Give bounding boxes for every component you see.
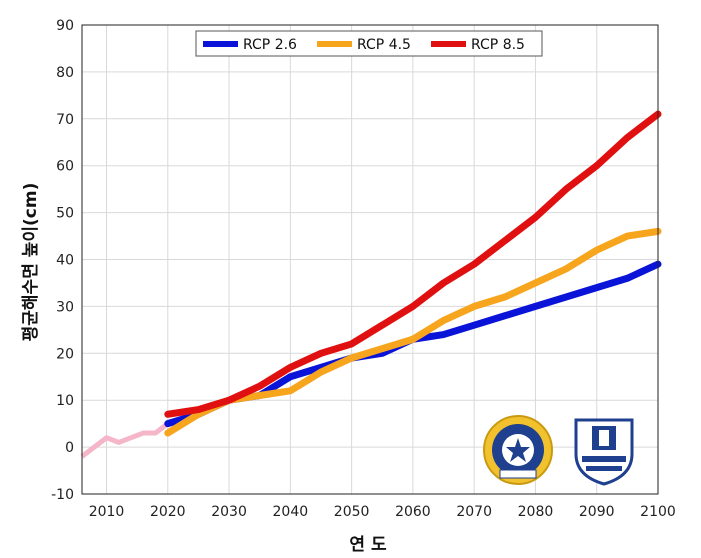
y-tick-label: 20 (56, 346, 74, 362)
series-line-rcp-8-5 (164, 110, 662, 418)
legend: RCP 2.6 RCP 4.5 RCP 8.5 (195, 30, 543, 57)
x-axis-title: 연 도 (349, 535, 387, 555)
plot-frame (81, 24, 659, 495)
x-tick-label: 2080 (518, 504, 554, 520)
y-tick-label: 30 (56, 299, 74, 315)
legend-label-rcp85: RCP 8.5 (471, 37, 525, 53)
y-axis-title: 평균해수면 높이(cm) (21, 183, 41, 342)
x-tick-label: 2090 (579, 504, 615, 520)
y-tick-label: -10 (51, 487, 74, 503)
x-tick-label: 2070 (456, 504, 492, 520)
historical-line (80, 421, 170, 459)
x-tick-label: 2100 (640, 504, 676, 520)
x-tick-label: 2030 (211, 504, 247, 520)
y-tick-label: 40 (56, 253, 74, 269)
y-tick-label: 80 (56, 65, 74, 81)
tick-labels: 2010 2020 2030 2040 2050 2060 2070 2080 2090 2100… (51, 18, 676, 520)
y-tick-label: 70 (56, 112, 74, 128)
x-tick-label: 2020 (150, 504, 186, 520)
x-tick-label: 2060 (395, 504, 431, 520)
y-tick-label: 50 (56, 206, 74, 222)
oceanographic-society-logo (483, 415, 553, 485)
series-lines (164, 110, 662, 437)
y-tick-label: 10 (56, 393, 74, 409)
legend-label-rcp26: RCP 2.6 (243, 37, 297, 53)
x-tick-label: 2010 (89, 504, 125, 520)
legend-box (195, 30, 543, 57)
x-tick-label: 2040 (273, 504, 309, 520)
legend-label-rcp45: RCP 4.5 (357, 37, 411, 53)
series-line-rcp-4-5 (164, 227, 662, 437)
y-tick-label: 90 (56, 18, 74, 34)
university-seal-logo (574, 418, 634, 486)
y-tick-label: 60 (56, 159, 74, 175)
y-tick-label: 0 (65, 440, 74, 456)
x-tick-label: 2050 (334, 504, 370, 520)
historical-series (80, 421, 170, 459)
